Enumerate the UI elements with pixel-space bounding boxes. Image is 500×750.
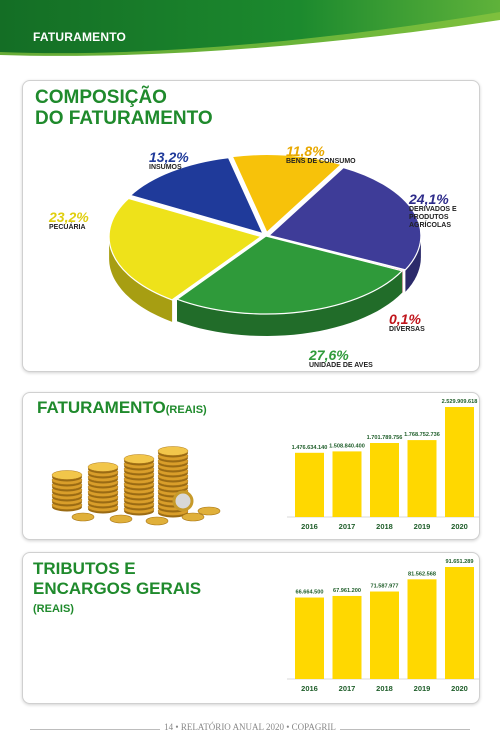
bar-value-label-2017: 1.508.840.400 <box>329 443 365 449</box>
pie-pct-label-bens: 11,8% <box>286 143 325 159</box>
loose-coin <box>71 512 95 522</box>
loose-coin <box>197 506 221 516</box>
real-coin <box>172 490 194 512</box>
bar-value-label-2017: 67.961.200 <box>333 588 361 594</box>
bar-2018 <box>370 443 399 517</box>
pie-side-4 <box>109 236 173 322</box>
bar-category-label-2017: 2017 <box>339 522 356 531</box>
footer-divider-right <box>340 729 470 730</box>
pie-pct-label-aves: 27,6% <box>309 347 349 363</box>
pie-slice-1 <box>267 166 422 271</box>
bar-value-label-2016: 66.664.500 <box>296 590 324 596</box>
bar-2019 <box>407 440 437 517</box>
pie-name-label-diversas: DIVERSAS <box>389 326 425 333</box>
coins-illustration <box>51 446 221 526</box>
bar-value-label-2020: 91.651.289 <box>446 559 474 565</box>
footer-company: COPAGRIL <box>291 722 336 732</box>
composicao-panel: COMPOSIÇÃO DO FATURAMENTO 11,8% BENS DE C… <box>22 80 480 372</box>
composicao-title: COMPOSIÇÃO DO FATURAMENTO <box>35 87 213 129</box>
faturamento-panel: FATURAMENTO(REAIS) 1.476.634.140 2016 1.50… <box>22 392 480 540</box>
bar-2016 <box>295 452 324 517</box>
tributos-panel: TRIBUTOS E ENCARGOS GERAIS (REAIS) 66.66… <box>22 552 480 704</box>
pie-name-label-derivados: DERIVADOS E PRODUTOS AGRÍCOLAS <box>409 206 457 229</box>
loose-coin <box>181 512 205 522</box>
pie-slice-4 <box>108 197 263 301</box>
bar-value-label-2018: 1.701.789.756 <box>367 435 403 441</box>
faturamento-title: FATURAMENTO(REAIS) <box>37 398 207 418</box>
faturamento-subtitle: (REAIS) <box>165 404 207 416</box>
faturamento-title-text: FATURAMENTO <box>37 398 166 417</box>
coin <box>123 454 155 464</box>
bar-category-label-2016: 2016 <box>301 684 318 693</box>
bar-2017 <box>332 451 362 517</box>
footer-sep-1: • <box>175 722 179 732</box>
bar-2020 <box>445 567 474 679</box>
footer-sep-2: • <box>286 722 290 732</box>
bar-category-label-2019: 2019 <box>414 522 431 531</box>
bar-value-label-2016: 1.476.634.140 <box>292 445 328 451</box>
tributos-bar-chart: 66.664.500 2016 67.961.200 2017 71.587.977 20… <box>287 559 479 693</box>
bar-category-label-2018: 2018 <box>376 522 393 531</box>
bar-2019 <box>407 579 437 679</box>
tributos-subtitle: (REAIS) <box>33 603 74 615</box>
page-footer: 14 • RELATÓRIO ANUAL 2020 • COPAGRIL <box>30 722 470 736</box>
tributos-title-line2: ENCARGOS GERAIS <box>33 579 202 598</box>
faturamento-bar-chart: 1.476.634.140 2016 1.508.840.400 2017 1.701.… <box>287 399 479 531</box>
bar-value-label-2019: 81.562.568 <box>408 571 436 577</box>
tributos-title-line1: TRIBUTOS E <box>33 559 136 578</box>
pie-pct-label-diversas: 0,1% <box>389 311 421 327</box>
bar-category-label-2020: 2020 <box>451 522 468 531</box>
bar-2017 <box>332 595 362 679</box>
pie-name-label-aves: UNIDADE DE AVES <box>309 362 373 369</box>
pie-slice-0 <box>231 153 343 234</box>
pie-name-label-pecuaria: PECUÁRIA <box>49 224 86 231</box>
pie-chart <box>108 153 422 336</box>
pie-side-3 <box>177 270 403 336</box>
composicao-title-line1: COMPOSIÇÃO <box>35 87 167 108</box>
loose-coin <box>145 516 169 526</box>
composicao-title-line2: DO FATURAMENTO <box>35 108 213 129</box>
pie-side-1 <box>405 235 421 292</box>
bar-2020 <box>445 407 474 517</box>
header-banner <box>0 0 500 58</box>
bar-2018 <box>370 591 399 679</box>
coin <box>157 446 189 456</box>
header-title: FATURAMENTO <box>33 30 127 44</box>
bar-value-label-2020: 2.529.909.618 <box>442 399 478 405</box>
pie-pct-label-pecuaria: 23,2% <box>49 209 89 225</box>
tributos-title: TRIBUTOS E ENCARGOS GERAIS (REAIS) <box>33 559 201 619</box>
bar-value-label-2018: 71.587.977 <box>371 584 399 590</box>
footer-report-name: RELATÓRIO ANUAL 2020 <box>180 722 284 732</box>
bar-category-label-2020: 2020 <box>451 684 468 693</box>
pie-name-label-insumos: INSUMOS <box>149 164 182 171</box>
coin <box>87 462 119 472</box>
bar-category-label-2017: 2017 <box>339 684 356 693</box>
loose-coin <box>109 514 133 524</box>
pie-slice-3 <box>175 235 404 315</box>
pie-pct-label-insumos: 13,2% <box>149 149 189 165</box>
page-header: FATURAMENTO <box>0 0 500 58</box>
bar-category-label-2018: 2018 <box>376 684 393 693</box>
footer-page-number: 14 <box>164 722 174 732</box>
footer-divider-left <box>30 729 160 730</box>
bar-2016 <box>295 597 324 679</box>
bar-value-label-2019: 1.768.752.736 <box>404 432 440 438</box>
bar-category-label-2016: 2016 <box>301 522 318 531</box>
coin <box>51 470 83 480</box>
pie-name-label-bens: BENS DE CONSUMO <box>286 158 356 165</box>
pie-slice-5 <box>129 156 265 235</box>
bar-category-label-2019: 2019 <box>414 684 431 693</box>
pie-pct-label-derivados: 24,1% <box>409 191 449 207</box>
footer-text: 14 • RELATÓRIO ANUAL 2020 • COPAGRIL <box>30 722 470 732</box>
